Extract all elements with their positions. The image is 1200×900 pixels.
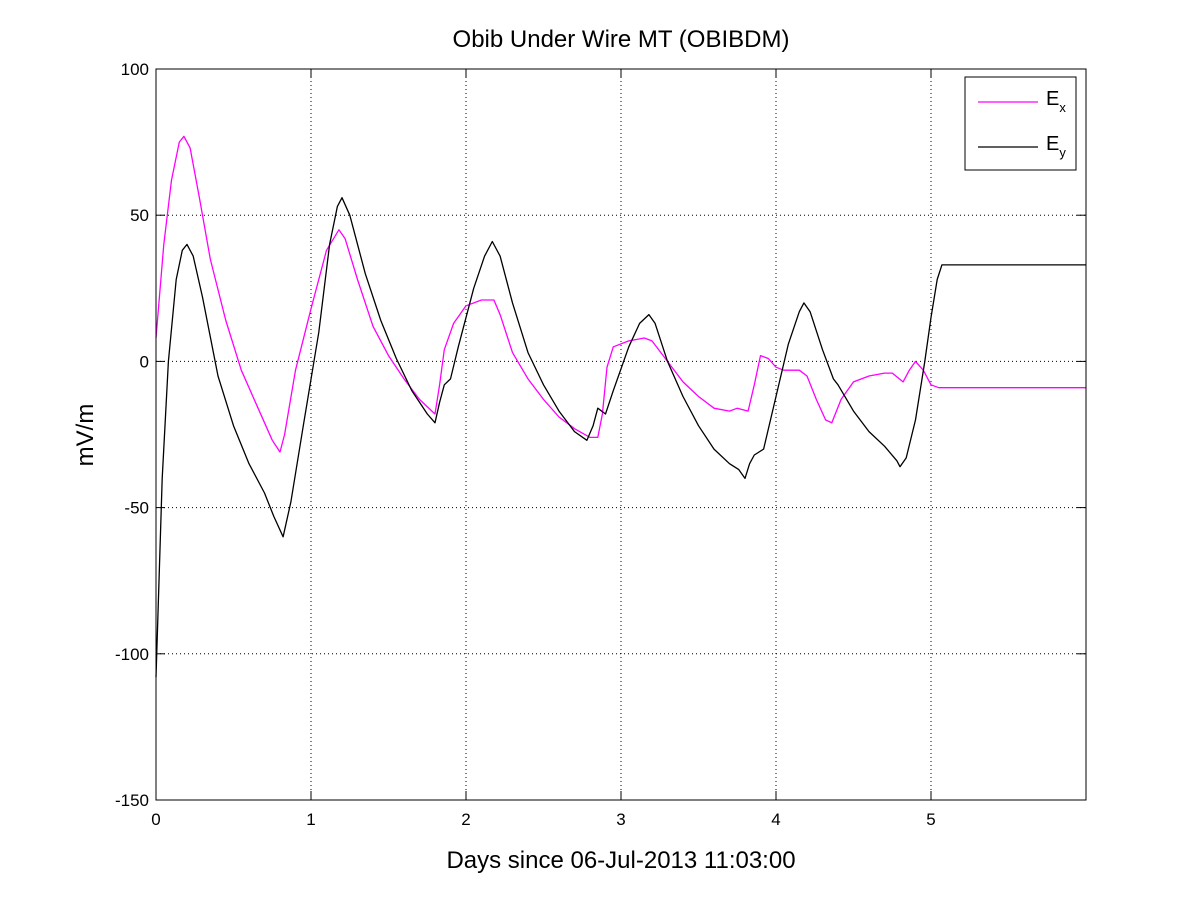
x-tick-label: 1 [306, 810, 315, 829]
ticks [155, 68, 1086, 801]
series-line-y [155, 197, 1086, 678]
y-tick-label: 0 [140, 352, 149, 371]
plot-area [156, 69, 1086, 800]
y-tick-label: -50 [124, 499, 149, 518]
x-tick-label: 0 [151, 810, 160, 829]
legend-box [964, 76, 1077, 171]
x-axis-label: Days since 06-Jul-2013 11:03:00 [446, 847, 795, 874]
x-tick-label: 2 [461, 810, 470, 829]
chart-title: Obib Under Wire MT (OBIBDM) [453, 26, 790, 53]
series-line-x [155, 135, 1086, 453]
y-tick-label: 100 [121, 60, 149, 79]
y-axis-label: mV/m [72, 404, 99, 467]
series-layer [155, 135, 1086, 678]
y-tick-label: -150 [115, 791, 149, 810]
grid [156, 69, 1086, 800]
x-tick-label: 4 [771, 810, 780, 829]
x-tick-label: 5 [926, 810, 935, 829]
tick-labels: 0 1 2 3 4 5 -150 -100 -50 0 50 100 [115, 60, 936, 829]
y-tick-label: -100 [115, 645, 149, 664]
x-tick-label: 3 [616, 810, 625, 829]
y-tick-label: 50 [130, 206, 149, 225]
